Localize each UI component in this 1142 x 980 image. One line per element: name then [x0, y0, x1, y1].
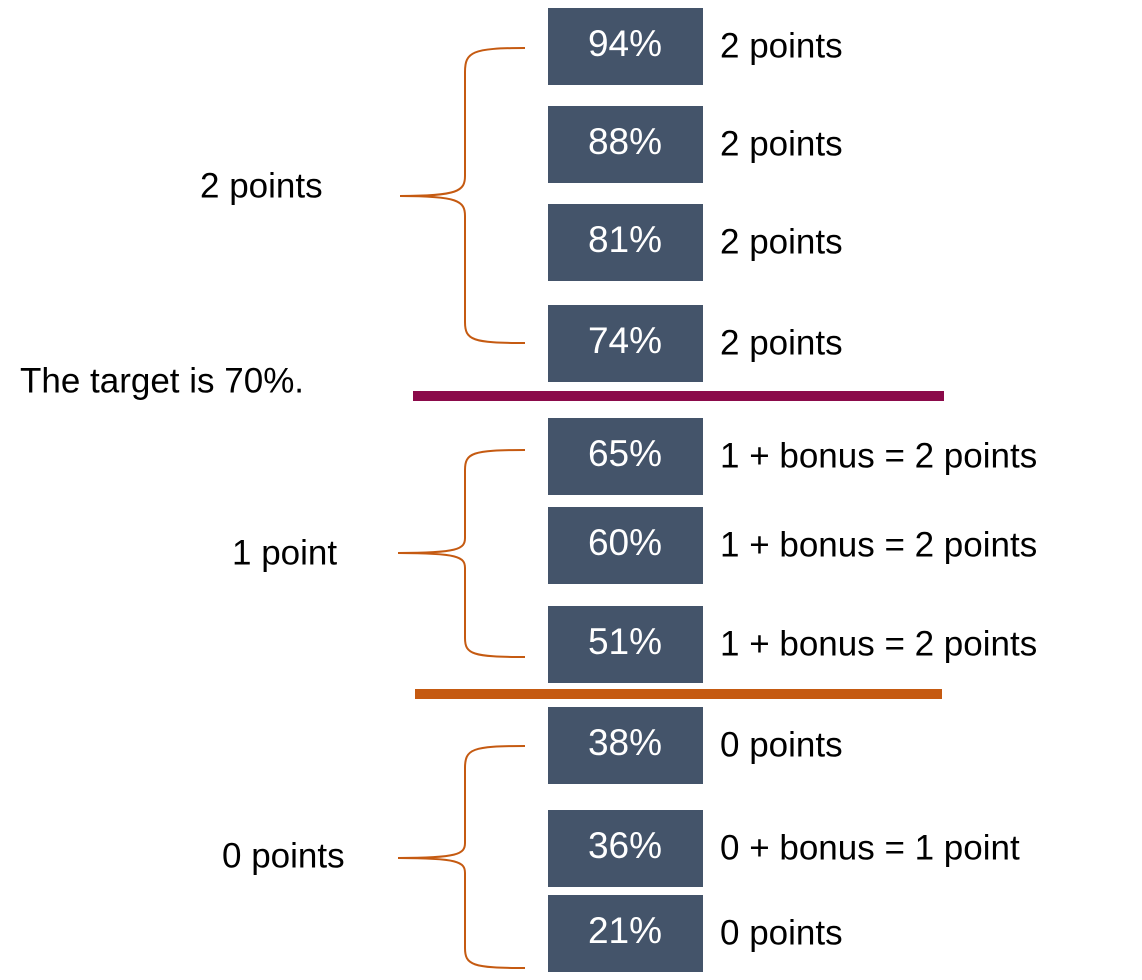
percent-text: 51% [588, 621, 662, 662]
percent-text: 38% [588, 722, 662, 763]
points-text: 2 points [720, 26, 843, 65]
percent-box [548, 810, 703, 887]
brace [397, 745, 526, 969]
points-text: 0 + bonus = 1 point [720, 828, 1020, 867]
points-text: 0 points [720, 725, 843, 764]
points-text: 1 + bonus = 2 points [720, 525, 1037, 564]
brace [399, 47, 526, 344]
percent-text: 74% [588, 320, 662, 361]
percent-text: 60% [588, 522, 662, 563]
percent-text: 94% [588, 23, 662, 64]
points-text: 2 points [720, 222, 843, 261]
points-text: 1 + bonus = 2 points [720, 436, 1037, 475]
percent-box [548, 895, 703, 972]
brace [397, 449, 526, 658]
percent-text: 21% [588, 910, 662, 951]
percent-text: 65% [588, 433, 662, 474]
points-text: 0 points [720, 913, 843, 952]
percent-box [548, 8, 703, 85]
percent-box [548, 507, 703, 584]
percent-box [548, 418, 703, 495]
percent-box [548, 606, 703, 683]
points-text: 2 points [720, 323, 843, 362]
group-label: 1 point [232, 533, 337, 572]
percent-box [548, 106, 703, 183]
percent-text: 81% [588, 219, 662, 260]
separator-line [415, 689, 942, 699]
target-line [413, 391, 944, 401]
group-label: 0 points [222, 836, 345, 875]
points-text: 2 points [720, 124, 843, 163]
percent-text: 36% [588, 825, 662, 866]
percent-box [548, 204, 703, 281]
percent-box [548, 707, 703, 784]
group-label: 2 points [200, 166, 323, 205]
percent-box [548, 305, 703, 382]
percent-text: 88% [588, 121, 662, 162]
target-text: The target is 70%. [20, 361, 304, 400]
points-text: 1 + bonus = 2 points [720, 624, 1037, 663]
